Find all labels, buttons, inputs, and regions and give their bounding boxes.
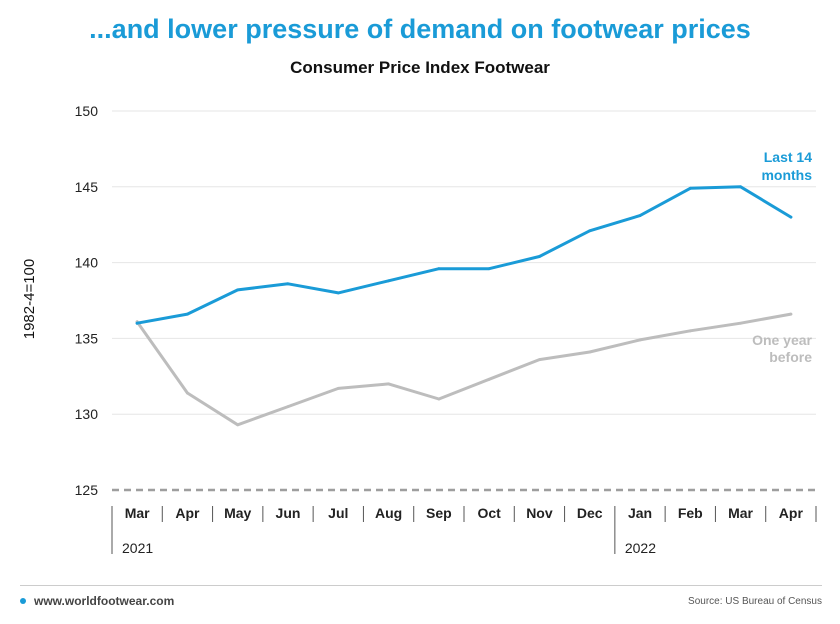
series-label-one-year-before: One year before xyxy=(752,332,812,365)
data-point xyxy=(538,255,541,258)
x-tick-label: Jul xyxy=(328,505,348,521)
series-label-last-14-months: Last 14 months xyxy=(761,149,812,183)
year-label: 2022 xyxy=(625,540,656,556)
data-point xyxy=(739,185,742,189)
year-label: 2021 xyxy=(122,540,153,556)
y-tick-label: 145 xyxy=(75,179,99,195)
series-line xyxy=(135,312,793,427)
chart-title: Consumer Price Index Footwear xyxy=(290,58,550,77)
data-point xyxy=(789,215,793,219)
y-axis-ticks: 125 130 135 140 145 150 xyxy=(75,103,99,498)
footer-divider xyxy=(20,585,822,586)
data-point xyxy=(336,291,340,295)
data-point xyxy=(286,282,290,286)
series-line xyxy=(135,185,793,325)
data-point xyxy=(186,312,189,316)
series-lines xyxy=(135,185,793,427)
data-point xyxy=(236,423,240,427)
x-tick-label: Feb xyxy=(678,505,703,521)
series-label-line: Last 14 xyxy=(764,149,812,165)
data-point xyxy=(789,312,793,316)
x-tick-label: Dec xyxy=(577,505,603,521)
x-tick-label: Apr xyxy=(779,505,804,521)
series-label-line: months xyxy=(761,167,812,183)
y-tick-label: 150 xyxy=(75,103,99,119)
data-point xyxy=(588,229,592,233)
x-tick-label: Sep xyxy=(426,505,452,521)
data-point xyxy=(186,391,189,395)
site-url: www.worldfootwear.com xyxy=(34,594,175,608)
data-point xyxy=(135,321,139,325)
data-point xyxy=(286,405,290,409)
x-tick-label: Jan xyxy=(628,505,652,521)
x-tick-label: Aug xyxy=(375,505,402,521)
x-tick-label: Mar xyxy=(125,505,150,521)
y-tick-label: 130 xyxy=(75,406,99,422)
line-chart: 125 130 135 140 145 150 1982-4=100 Mar Apr May J… xyxy=(21,103,817,556)
data-point xyxy=(638,338,642,342)
x-tick-label: Apr xyxy=(175,505,200,521)
data-point xyxy=(236,288,240,292)
series-label-line: One year xyxy=(752,332,812,348)
x-tick-label: Jun xyxy=(276,505,301,521)
data-point xyxy=(688,329,692,333)
x-tick-label: Oct xyxy=(477,505,501,521)
data-point xyxy=(638,214,642,218)
series-label-line: before xyxy=(769,349,812,365)
x-tick-label: Mar xyxy=(728,505,753,521)
data-point xyxy=(336,387,340,390)
data-point xyxy=(437,397,441,401)
x-tick-label: May xyxy=(224,505,251,521)
y-tick-label: 140 xyxy=(75,255,99,271)
y-axis-label: 1982-4=100 xyxy=(21,259,38,340)
source-note: Source: US Bureau of Census xyxy=(688,596,822,607)
data-point xyxy=(688,186,692,190)
data-point xyxy=(739,321,742,325)
data-point xyxy=(387,382,390,386)
data-point xyxy=(487,267,491,271)
bullet-dot-icon xyxy=(20,598,26,604)
series-labels: Last 14 months One year before xyxy=(752,149,812,365)
data-point xyxy=(538,358,541,362)
chart-headline: ...and lower pressure of demand on footw… xyxy=(89,14,751,44)
x-axis: Mar Apr May Jun Jul Aug Sep Oct Nov Dec Jan Feb Mar A… xyxy=(111,505,817,556)
y-tick-label: 135 xyxy=(75,330,99,346)
data-point xyxy=(437,267,441,271)
footer-site: www.worldfootwear.com xyxy=(20,594,174,608)
data-point xyxy=(387,279,390,283)
x-tick-label: Nov xyxy=(526,505,553,521)
data-point xyxy=(487,377,491,381)
y-tick-label: 125 xyxy=(75,482,99,498)
data-point xyxy=(588,350,592,354)
